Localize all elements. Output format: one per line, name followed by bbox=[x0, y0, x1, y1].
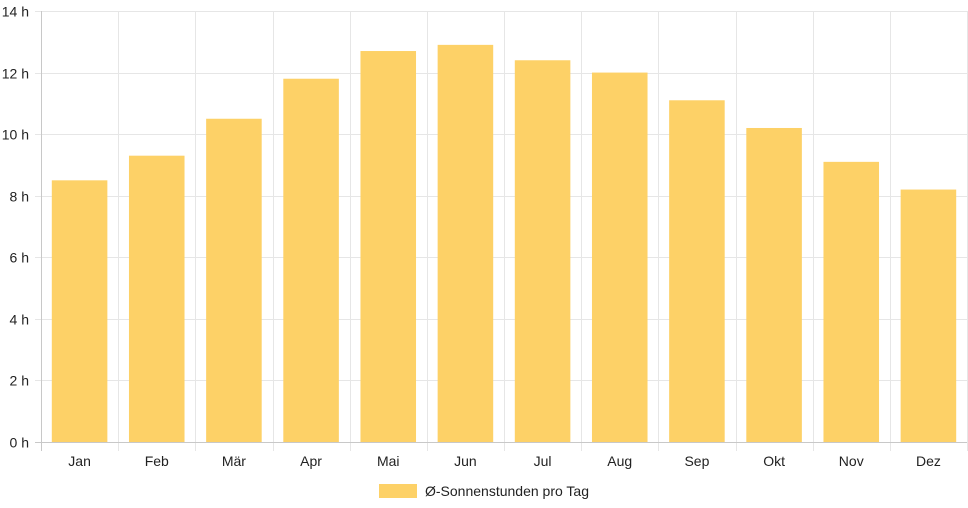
x-tick-label: Apr bbox=[300, 453, 322, 469]
x-tick-label: Feb bbox=[145, 453, 169, 469]
bar bbox=[360, 51, 417, 443]
bar bbox=[283, 78, 339, 442]
bar bbox=[823, 161, 880, 442]
y-tick-label: 0 h bbox=[10, 435, 29, 451]
bars bbox=[51, 44, 957, 443]
y-tick-label: 8 h bbox=[10, 189, 29, 205]
bar bbox=[746, 127, 802, 442]
legend-swatch bbox=[379, 484, 417, 498]
bar bbox=[591, 72, 648, 443]
bar bbox=[51, 180, 108, 443]
grid-lines bbox=[35, 11, 968, 451]
x-tick-label: Jul bbox=[534, 453, 552, 469]
x-tick-label: Nov bbox=[839, 453, 864, 469]
y-tick-label: 6 h bbox=[10, 250, 29, 266]
x-tick-label: Mai bbox=[377, 453, 400, 469]
x-tick-label: Jun bbox=[454, 453, 477, 469]
legend-label: Ø-Sonnenstunden pro Tag bbox=[425, 483, 589, 499]
y-tick-label: 10 h bbox=[2, 127, 29, 143]
x-tick-label: Sep bbox=[684, 453, 709, 469]
bar bbox=[437, 44, 494, 442]
bar bbox=[206, 118, 262, 442]
x-tick-label: Dez bbox=[916, 453, 941, 469]
y-tick-label: 14 h bbox=[2, 4, 29, 20]
bar bbox=[900, 189, 957, 442]
legend[interactable]: Ø-Sonnenstunden pro Tag bbox=[0, 481, 968, 501]
y-tick-label: 2 h bbox=[10, 373, 29, 389]
y-tick-label: 4 h bbox=[10, 312, 29, 328]
bar bbox=[669, 100, 725, 443]
x-tick-label: Okt bbox=[763, 453, 785, 469]
x-tick-label: Jan bbox=[68, 453, 91, 469]
x-tick-label: Mär bbox=[222, 453, 246, 469]
x-tick-label: Aug bbox=[607, 453, 632, 469]
y-tick-label: 12 h bbox=[2, 66, 29, 82]
bar bbox=[128, 155, 185, 442]
bar bbox=[514, 60, 571, 442]
axes bbox=[35, 11, 967, 451]
tick-labels: 0 h 2 h 4 h 6 h 8 h 10 h 12 h 14 h Jan Feb Mär Apr M… bbox=[2, 4, 941, 470]
